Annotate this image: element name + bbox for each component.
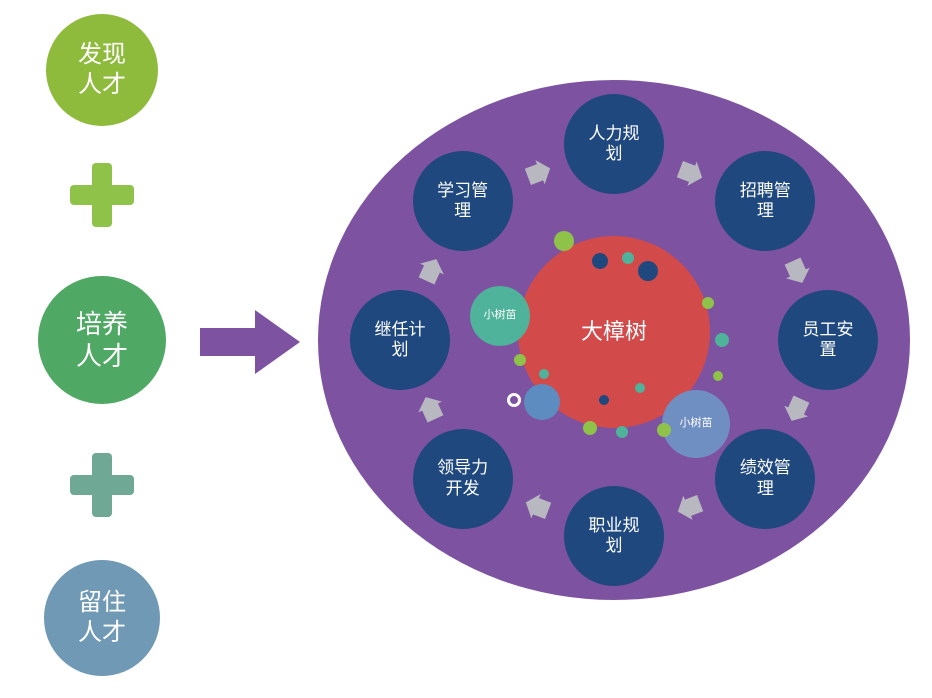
center-dot-0 (554, 231, 574, 251)
ring-node-placement: 员工安 置 (778, 290, 878, 390)
diagram-stage: 发现 人才培养 人才留住 人才 大樟树小树苗小树苗人力规 划招聘管 理员工安 置… (0, 0, 932, 698)
center-dot-7 (657, 423, 671, 437)
plus-icon-1 (70, 453, 134, 517)
center-dot-2 (622, 252, 634, 264)
center-dot-10 (524, 384, 560, 420)
center-dot-13 (539, 369, 549, 379)
ring-node-perf: 绩效管 理 (715, 429, 815, 529)
center-dot-15 (635, 383, 645, 393)
center-dot-12 (514, 354, 526, 366)
center-dot-3 (638, 261, 658, 281)
center-dot-5 (715, 333, 729, 347)
left-circle-1: 培养 人才 (38, 276, 166, 404)
center-dot-6 (713, 371, 723, 381)
ring-node-succession: 继任计 划 (350, 290, 450, 390)
center-dot-11 (507, 393, 521, 407)
ring-node-career: 职业规 划 (564, 486, 664, 586)
center-dot-9 (583, 421, 597, 435)
center-dot-1 (592, 253, 608, 269)
center-dot-14 (599, 395, 609, 405)
main-arrow-icon (200, 310, 300, 379)
plus-icon-0 (70, 163, 134, 227)
ring-node-leader: 领导力 开发 (413, 429, 513, 529)
ring-node-learning: 学习管 理 (413, 151, 513, 251)
left-circle-0: 发现 人才 (46, 14, 158, 126)
satellite-1: 小树苗 (662, 390, 730, 458)
satellite-0: 小树苗 (470, 286, 530, 346)
left-circle-2: 留住 人才 (44, 560, 160, 676)
center-dot-8 (616, 426, 628, 438)
ring-node-hr_plan: 人力规 划 (564, 94, 664, 194)
center-dot-4 (702, 297, 714, 309)
